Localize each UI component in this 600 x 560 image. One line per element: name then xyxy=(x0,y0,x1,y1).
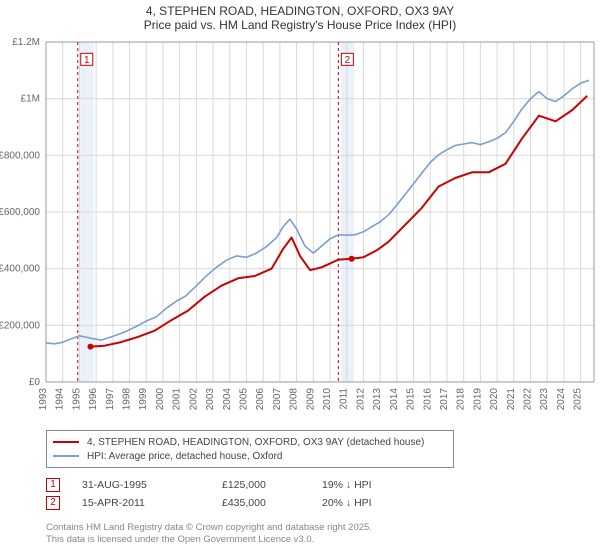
svg-text:2004: 2004 xyxy=(222,388,233,411)
svg-text:2002: 2002 xyxy=(188,388,199,411)
svg-text:2: 2 xyxy=(345,55,351,66)
legend: 4, STEPHEN ROAD, HEADINGTON, OXFORD, OX3… xyxy=(46,430,454,468)
price-chart: £0 £200,000 £400,000 £600,000 £800,000 £1M £1.… xyxy=(0,34,600,424)
svg-text:£600,000: £600,000 xyxy=(0,207,40,218)
svg-text:2009: 2009 xyxy=(305,388,316,411)
marker-delta: 20% ↓ HPI xyxy=(322,497,442,509)
svg-text:£400,000: £400,000 xyxy=(0,264,40,275)
legend-row: 4, STEPHEN ROAD, HEADINGTON, OXFORD, OX3… xyxy=(53,435,447,449)
svg-text:2006: 2006 xyxy=(255,388,266,411)
legend-row: HPI: Average price, detached house, Oxfo… xyxy=(53,449,447,463)
svg-text:1993: 1993 xyxy=(38,388,49,411)
attribution: Contains HM Land Registry data © Crown c… xyxy=(46,522,566,546)
chart-title: 4, STEPHEN ROAD, HEADINGTON, OXFORD, OX3… xyxy=(0,0,600,34)
marker-badge: 1 xyxy=(46,478,60,492)
marker-row: 2 15-APR-2011£435,00020% ↓ HPI xyxy=(46,494,546,512)
svg-text:2003: 2003 xyxy=(205,388,216,411)
svg-text:2019: 2019 xyxy=(472,388,483,411)
svg-text:2024: 2024 xyxy=(556,388,567,411)
legend-swatch xyxy=(53,441,79,443)
marker-row: 1 31-AUG-1995£125,00019% ↓ HPI xyxy=(46,476,546,494)
svg-text:2016: 2016 xyxy=(422,388,433,411)
attribution-line-1: Contains HM Land Registry data © Crown c… xyxy=(46,522,566,534)
svg-text:1: 1 xyxy=(84,55,90,66)
svg-text:2021: 2021 xyxy=(506,388,517,411)
svg-text:2025: 2025 xyxy=(573,388,584,411)
svg-text:2005: 2005 xyxy=(238,388,249,411)
svg-text:1998: 1998 xyxy=(122,388,133,411)
svg-text:2020: 2020 xyxy=(489,388,500,411)
svg-text:1999: 1999 xyxy=(138,388,149,411)
svg-text:£1M: £1M xyxy=(21,94,40,105)
svg-text:2000: 2000 xyxy=(155,388,166,411)
svg-text:2014: 2014 xyxy=(389,388,400,411)
svg-text:2018: 2018 xyxy=(456,388,467,411)
svg-text:2012: 2012 xyxy=(355,388,366,411)
attribution-line-2: This data is licensed under the Open Gov… xyxy=(46,534,566,546)
svg-text:2011: 2011 xyxy=(339,388,350,410)
svg-text:1997: 1997 xyxy=(105,388,116,411)
title-line-1: 4, STEPHEN ROAD, HEADINGTON, OXFORD, OX3… xyxy=(0,4,600,18)
marker-price: £125,000 xyxy=(222,479,322,491)
svg-text:1996: 1996 xyxy=(88,388,99,411)
legend-label: HPI: Average price, detached house, Oxfo… xyxy=(87,451,283,462)
svg-text:2022: 2022 xyxy=(523,388,534,411)
svg-text:1995: 1995 xyxy=(71,388,82,411)
legend-label: 4, STEPHEN ROAD, HEADINGTON, OXFORD, OX3… xyxy=(87,437,424,448)
svg-text:1994: 1994 xyxy=(55,388,66,411)
marker-date: 15-APR-2011 xyxy=(82,497,222,509)
marker-badge: 2 xyxy=(46,496,60,510)
svg-text:2001: 2001 xyxy=(172,388,183,411)
svg-text:2007: 2007 xyxy=(272,388,283,411)
svg-text:2015: 2015 xyxy=(406,388,417,411)
marker-price: £435,000 xyxy=(222,497,322,509)
chart-svg: £0 £200,000 £400,000 £600,000 £800,000 £1M £1.… xyxy=(0,34,600,424)
svg-text:2008: 2008 xyxy=(289,388,300,411)
svg-text:£1.2M: £1.2M xyxy=(12,37,40,48)
svg-text:£0: £0 xyxy=(29,377,41,388)
title-line-2: Price paid vs. HM Land Registry's House … xyxy=(0,18,600,32)
marker-annotations: 1 31-AUG-1995£125,00019% ↓ HPI 2 15-APR-201… xyxy=(46,476,546,512)
svg-text:£800,000: £800,000 xyxy=(0,150,40,161)
legend-swatch xyxy=(53,455,79,457)
svg-text:£200,000: £200,000 xyxy=(0,320,40,331)
svg-text:2013: 2013 xyxy=(372,388,383,411)
svg-text:2023: 2023 xyxy=(539,388,550,411)
marker-delta: 19% ↓ HPI xyxy=(322,479,442,491)
svg-text:2017: 2017 xyxy=(439,388,450,411)
svg-text:2010: 2010 xyxy=(322,388,333,411)
marker-date: 31-AUG-1995 xyxy=(82,479,222,491)
